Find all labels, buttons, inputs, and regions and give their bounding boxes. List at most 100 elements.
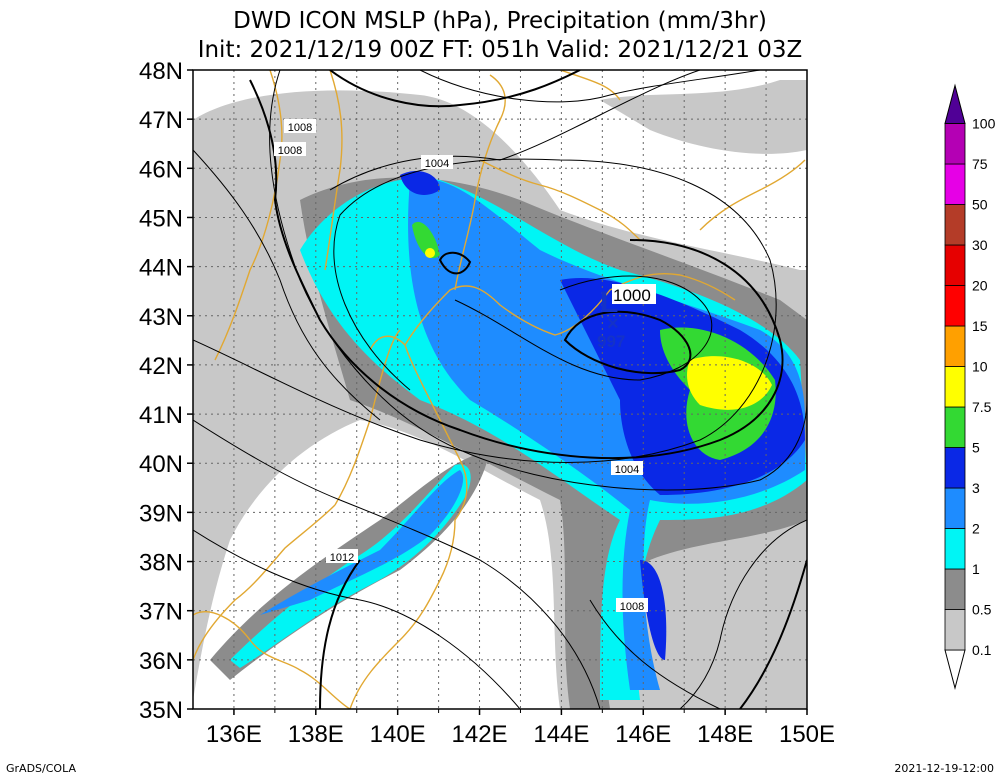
lat-label: 39N xyxy=(139,500,183,527)
low-pressure-center: L 1000 × 997 xyxy=(597,284,656,351)
coastline xyxy=(324,70,343,271)
lat-label: 45N xyxy=(139,205,183,232)
precip-light-west xyxy=(193,160,270,326)
coastline xyxy=(349,335,468,709)
lat-label: 48N xyxy=(139,58,183,85)
isobar-line xyxy=(193,419,601,709)
colorbar-segment xyxy=(944,366,966,408)
isobar-line xyxy=(454,275,713,381)
coastline xyxy=(699,159,806,231)
map-axes: 48N 47N 46N 45N 44N 43N 42N 41N 40N 39N 38N 37N 36N 3… xyxy=(139,58,835,748)
lon-label: 142E xyxy=(452,721,508,748)
colorbar-label: 0.5 xyxy=(972,602,992,618)
precip-blue2-region xyxy=(408,178,805,690)
colorbar-segment xyxy=(944,325,966,367)
colorbar-label: 0.1 xyxy=(972,642,992,658)
isobar-labels: 1008 1008 1004 1004 1008 1012 xyxy=(274,119,648,613)
coastline xyxy=(334,329,401,506)
colorbar-label: 5 xyxy=(972,440,980,456)
lat-label: 40N xyxy=(139,451,183,478)
footer-software: GrADS/COLA xyxy=(6,762,76,775)
colorbar-segment xyxy=(944,244,966,286)
isobar-label: 1008 xyxy=(278,145,302,157)
chart-title: DWD ICON MSLP (hPa), Precipitation (mm/3… xyxy=(233,8,767,34)
lat-label: 46N xyxy=(139,156,183,183)
lon-label: 144E xyxy=(533,721,589,748)
lat-label: 38N xyxy=(139,550,183,577)
lat-label: 36N xyxy=(139,648,183,675)
footer-timestamp: 2021-12-19-12:00 xyxy=(894,762,994,775)
colorbar-segment xyxy=(944,285,966,327)
isobar-bold-line xyxy=(319,559,361,709)
colorbar: 0.1 0.5 1 2 3 5 7.5 10 15 20 30 50 75 100 xyxy=(944,83,996,690)
isobars xyxy=(193,70,807,709)
isobar-label-bg xyxy=(616,598,648,612)
isobar-label: 1008 xyxy=(288,122,312,134)
colorbar-segment xyxy=(944,568,966,610)
isobar-line xyxy=(329,70,701,191)
isobar-line xyxy=(589,599,721,709)
isobar-line xyxy=(193,529,521,709)
isobar-line xyxy=(419,70,761,103)
isobar-bold-line xyxy=(563,310,692,375)
colorbar-label: 1 xyxy=(972,561,980,577)
colorbar-label: 2 xyxy=(972,521,980,537)
colorbar-label: 3 xyxy=(972,480,980,496)
coastlines xyxy=(193,70,806,709)
colorbar-label: 20 xyxy=(972,278,988,294)
isobar-label-bg xyxy=(326,549,358,563)
colorbar-segment xyxy=(944,528,966,570)
isobar-bold-line xyxy=(739,559,807,709)
colorbar-segment xyxy=(944,406,966,448)
precip-yellow-region xyxy=(687,356,772,410)
low-minimum-value: 997 xyxy=(597,332,625,351)
precipitation-field xyxy=(193,80,807,709)
isobar-bold-line xyxy=(329,70,581,108)
colorbar-segment xyxy=(944,83,966,124)
isobar-line xyxy=(193,149,381,421)
colorbar-segment xyxy=(944,204,966,246)
chart-subtitle: Init: 2021/12/19 00Z FT: 051h Valid: 202… xyxy=(197,37,803,63)
low-x-mark: × xyxy=(607,313,619,335)
lon-label: 148E xyxy=(697,721,753,748)
lat-label: 35N xyxy=(139,697,183,724)
lon-label: 146E xyxy=(615,721,671,748)
colorbar-label: 100 xyxy=(972,116,996,132)
precip-blue3-south xyxy=(640,560,667,660)
precip-blue3-north xyxy=(400,170,440,195)
colorbar-label: 50 xyxy=(972,197,988,213)
colorbar-segment xyxy=(944,609,966,651)
low-pressure-label: 1000 xyxy=(613,286,651,305)
lat-label: 43N xyxy=(139,304,183,331)
isobar-label: 1004 xyxy=(425,158,449,170)
lat-label: 41N xyxy=(139,402,183,429)
isobar-label-bg xyxy=(284,119,316,133)
isobars-bold xyxy=(249,70,807,709)
lat-label: 37N xyxy=(139,599,183,626)
colorbar-label: 15 xyxy=(972,318,988,334)
colorbar-label: 75 xyxy=(972,156,988,172)
isobar-label-bg xyxy=(421,155,453,169)
lat-label: 44N xyxy=(139,255,183,282)
isobar-line xyxy=(193,158,777,463)
plot-frame xyxy=(192,69,808,710)
colorbar-label: 7.5 xyxy=(972,399,992,415)
precip-yellow-spot xyxy=(425,248,435,258)
colorbar-segment xyxy=(944,649,966,690)
isobar-line xyxy=(269,70,807,491)
coastline xyxy=(559,70,621,101)
coastline xyxy=(404,273,736,346)
colorbar-label: 30 xyxy=(972,237,988,253)
precip-blue2-southwest xyxy=(260,470,464,615)
lon-label: 138E xyxy=(288,721,344,748)
coastline xyxy=(193,504,336,661)
colorbar-segment xyxy=(944,163,966,205)
colorbar-segment xyxy=(944,487,966,529)
isobar-label-bg xyxy=(611,461,643,475)
isobar-label: 1004 xyxy=(615,464,639,476)
lon-label: 136E xyxy=(206,721,262,748)
isobar-label-bg xyxy=(274,142,306,156)
lon-label: 150E xyxy=(779,721,835,748)
lat-label: 47N xyxy=(139,107,183,134)
isobar-label: 1008 xyxy=(620,601,644,613)
